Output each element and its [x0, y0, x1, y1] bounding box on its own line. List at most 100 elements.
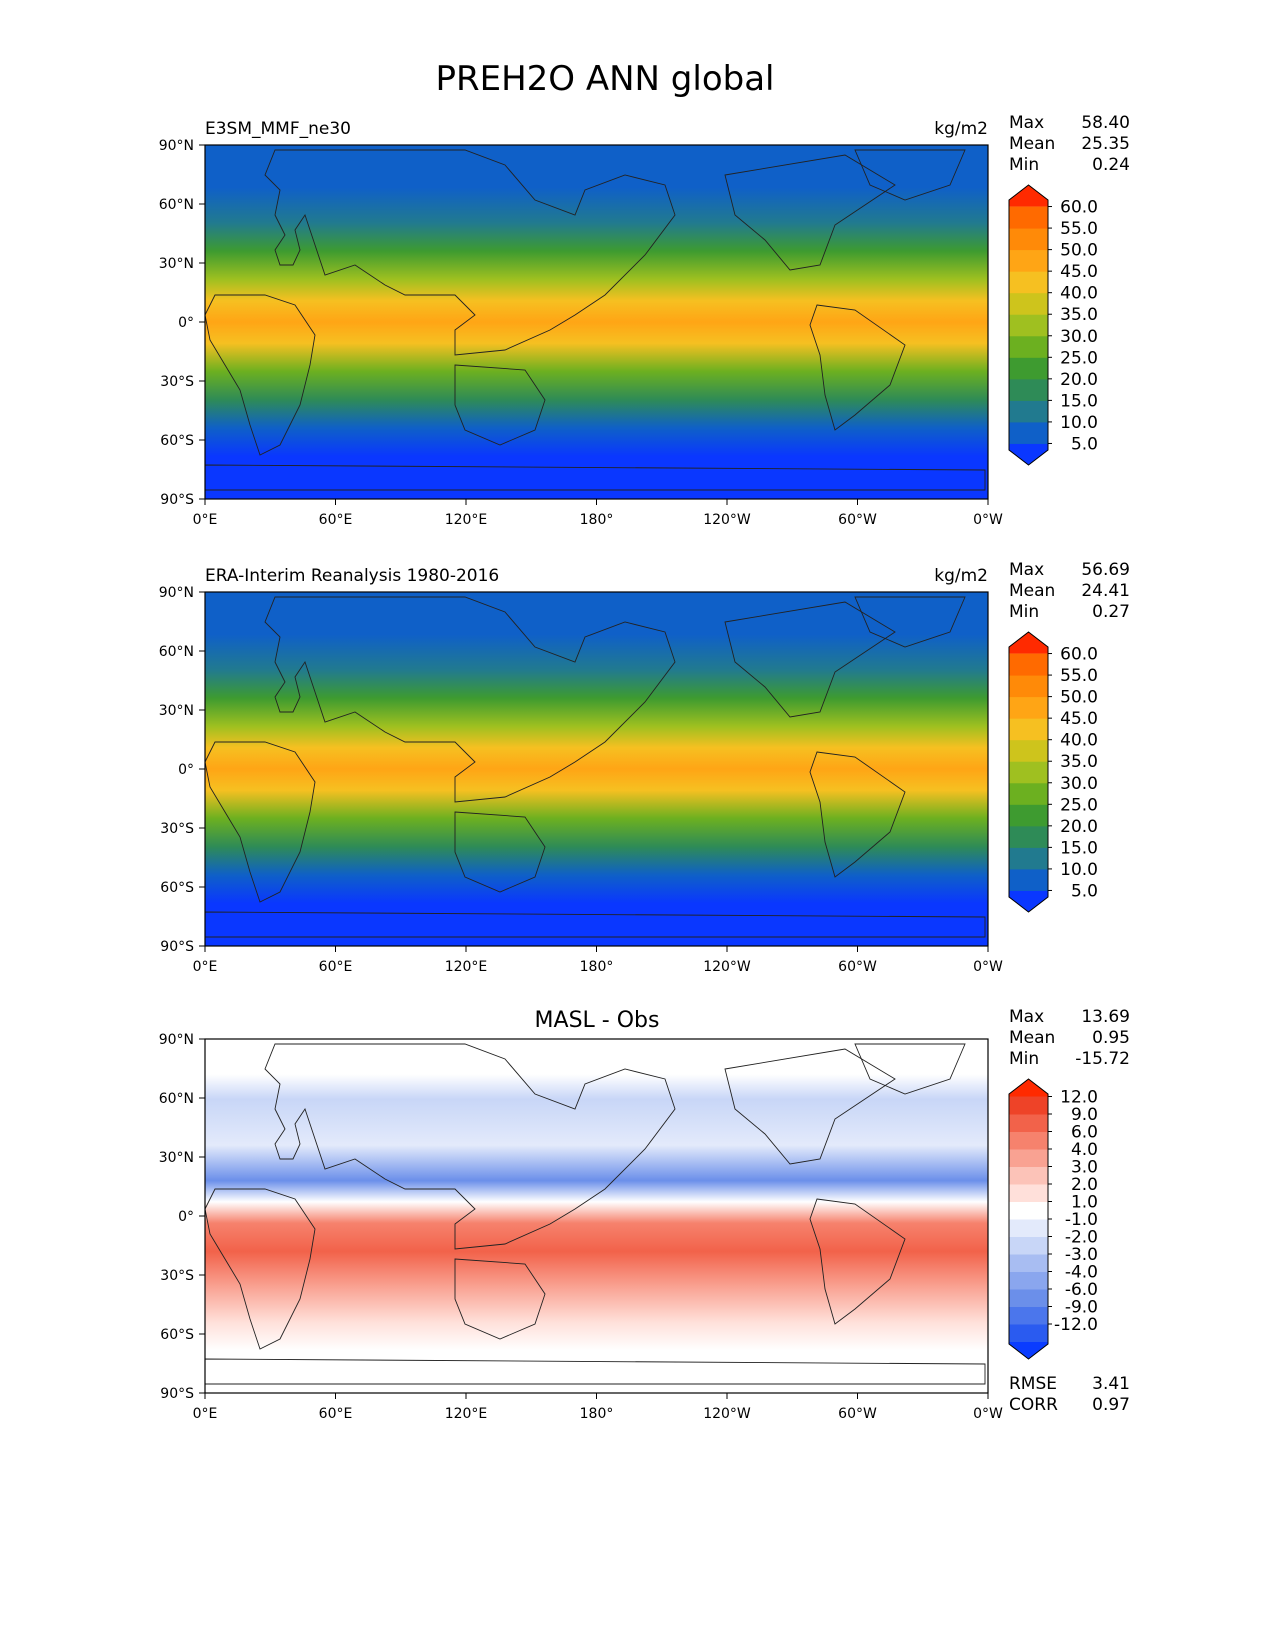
colorbar-segment	[1009, 696, 1048, 719]
lat-tick-label: 0°	[178, 762, 194, 778]
colorbar-label: 6.0	[1071, 1123, 1098, 1143]
lat-tick-label: 30°S	[160, 1268, 194, 1284]
colorbar-label: 5.0	[1071, 881, 1098, 901]
lat-tick-label: 90°N	[159, 138, 194, 154]
panel-label: ERA-Interim Reanalysis 1980-2016	[205, 566, 499, 586]
colorbar-label: 50.0	[1060, 241, 1098, 261]
colorbar-outline	[1008, 1078, 1049, 1360]
lon-axis: 0°E 60°E 120°E 180° 120°W 60°W 0°W	[193, 1393, 1003, 1422]
lon-tick-label: 180°	[580, 1406, 614, 1422]
stat-value: 0.27	[1092, 602, 1130, 622]
figure-title: PREH2O ANN global	[435, 59, 774, 99]
lon-tick-label: 120°W	[703, 512, 751, 528]
lat-tick-label: 90°N	[159, 585, 194, 601]
colorbar-segment	[1009, 357, 1048, 380]
lon-tick-label: 0°E	[193, 512, 218, 528]
stat-label: Mean	[1009, 134, 1055, 154]
lon-tick-label: 0°E	[193, 959, 218, 975]
stat-value: -15.72	[1075, 1049, 1130, 1069]
colorbar-label: 50.0	[1060, 688, 1098, 708]
stats-block: Max 56.69 Mean 24.41 Min 0.27	[1009, 560, 1130, 622]
colorbar-label: 20.0	[1060, 370, 1098, 390]
lon-axis: 0°E 60°E 120°E 180° 120°W 60°W 0°W	[193, 946, 1003, 975]
stat-label: Mean	[1009, 1028, 1055, 1048]
colorbar-label: -2.0	[1065, 1228, 1098, 1248]
colorbar-segment	[1009, 1236, 1048, 1255]
lon-tick-label: 120°E	[445, 512, 488, 528]
stat-value: 13.69	[1081, 1007, 1130, 1027]
lat-tick-label: 90°S	[160, 939, 194, 955]
colorbar-label: 9.0	[1071, 1105, 1098, 1125]
colorbar-label: 55.0	[1060, 666, 1098, 686]
colorbar-outline	[1008, 184, 1049, 466]
colorbar-segment	[1009, 271, 1048, 294]
colorbar-segment	[1009, 206, 1048, 229]
colorbar-label: 40.0	[1060, 731, 1098, 751]
colorbar-segment	[1009, 1079, 1048, 1097]
colorbar-label: 40.0	[1060, 284, 1098, 304]
colorbar-label: 30.0	[1060, 774, 1098, 794]
colorbar-segment	[1009, 1201, 1048, 1220]
panel-label: E3SM_MMF_ne30	[205, 119, 351, 139]
colorbar-segment	[1009, 675, 1048, 698]
lon-tick-label: 60°E	[319, 512, 353, 528]
map-field	[205, 1039, 988, 1393]
colorbar-label: -4.0	[1065, 1263, 1098, 1283]
stats-block: Max 13.69 Mean 0.95 Min -15.72	[1009, 1007, 1130, 1069]
colorbar-segment	[1009, 421, 1048, 444]
stat-value: 0.95	[1092, 1028, 1130, 1048]
colorbar-segment	[1009, 1149, 1048, 1167]
map-field	[205, 145, 988, 499]
colorbar-label: 15.0	[1060, 838, 1098, 858]
colorbar-label: 60.0	[1060, 198, 1098, 218]
metrics-block: RMSE 3.41 CORR 0.97	[1009, 1374, 1130, 1415]
panel-reference: ERA-Interim Reanalysis 1980-2016 kg/m2 9…	[159, 560, 1130, 975]
colorbar-segment	[1009, 1254, 1048, 1272]
colorbar-segment	[1009, 804, 1048, 827]
colorbar-label: 4.0	[1071, 1140, 1098, 1160]
lat-tick-label: 30°S	[160, 374, 194, 390]
colorbar-label: -9.0	[1065, 1298, 1098, 1318]
colorbar-label: 25.0	[1060, 348, 1098, 368]
colorbar-segment	[1009, 228, 1048, 251]
stat-label: Mean	[1009, 581, 1055, 601]
colorbar-label: 12.0	[1060, 1088, 1098, 1108]
colorbar-outline	[1008, 631, 1049, 913]
metric-label: RMSE	[1009, 1374, 1057, 1394]
metric-value: 0.97	[1092, 1395, 1130, 1415]
colorbar-label: 35.0	[1060, 305, 1098, 325]
lat-axis: 90°N 60°N 30°N 0° 30°S 60°S 90°S	[159, 1032, 205, 1402]
colorbar-segment	[1009, 335, 1048, 358]
colorbar-label: 2.0	[1071, 1175, 1098, 1195]
colorbar-segment	[1009, 1184, 1048, 1202]
stat-value: 58.40	[1081, 113, 1130, 133]
lat-tick-label: 60°S	[160, 880, 194, 896]
lon-tick-label: 0°W	[973, 512, 1003, 528]
colorbar-label: 60.0	[1060, 645, 1098, 665]
panel-difference: MASL - Obs 90°N 60°N 30°N 0° 30°S 60°S 90°S 0°…	[159, 1007, 1130, 1422]
lat-tick-label: 90°S	[160, 492, 194, 508]
lat-tick-label: 30°S	[160, 821, 194, 837]
lat-tick-label: 30°N	[159, 1150, 194, 1166]
colorbar-segment	[1009, 653, 1048, 676]
lat-tick-label: 30°N	[159, 703, 194, 719]
colorbar-label: 55.0	[1060, 219, 1098, 239]
stat-value: 25.35	[1081, 134, 1130, 154]
colorbar-segment	[1009, 314, 1048, 337]
lon-tick-label: 60°W	[838, 1406, 877, 1422]
colorbar-segment	[1009, 739, 1048, 762]
colorbar-label: 35.0	[1060, 752, 1098, 772]
lat-tick-label: 90°N	[159, 1032, 194, 1048]
colorbar-segment	[1009, 249, 1048, 272]
lon-tick-label: 0°W	[973, 1406, 1003, 1422]
stat-label: Max	[1009, 113, 1044, 133]
colorbar-label: 3.0	[1071, 1158, 1098, 1178]
colorbar-segment	[1009, 1096, 1048, 1115]
stat-value: 56.69	[1081, 560, 1130, 580]
colorbar-label: -3.0	[1065, 1245, 1098, 1265]
colorbar: 12.09.06.04.03.02.01.0-1.0-2.0-3.0-4.0-6…	[1008, 1078, 1098, 1360]
colorbar-segment	[1009, 1289, 1048, 1307]
metric-value: 3.41	[1092, 1374, 1130, 1394]
colorbar-segment	[1009, 1219, 1048, 1237]
colorbar-segment	[1009, 761, 1048, 784]
